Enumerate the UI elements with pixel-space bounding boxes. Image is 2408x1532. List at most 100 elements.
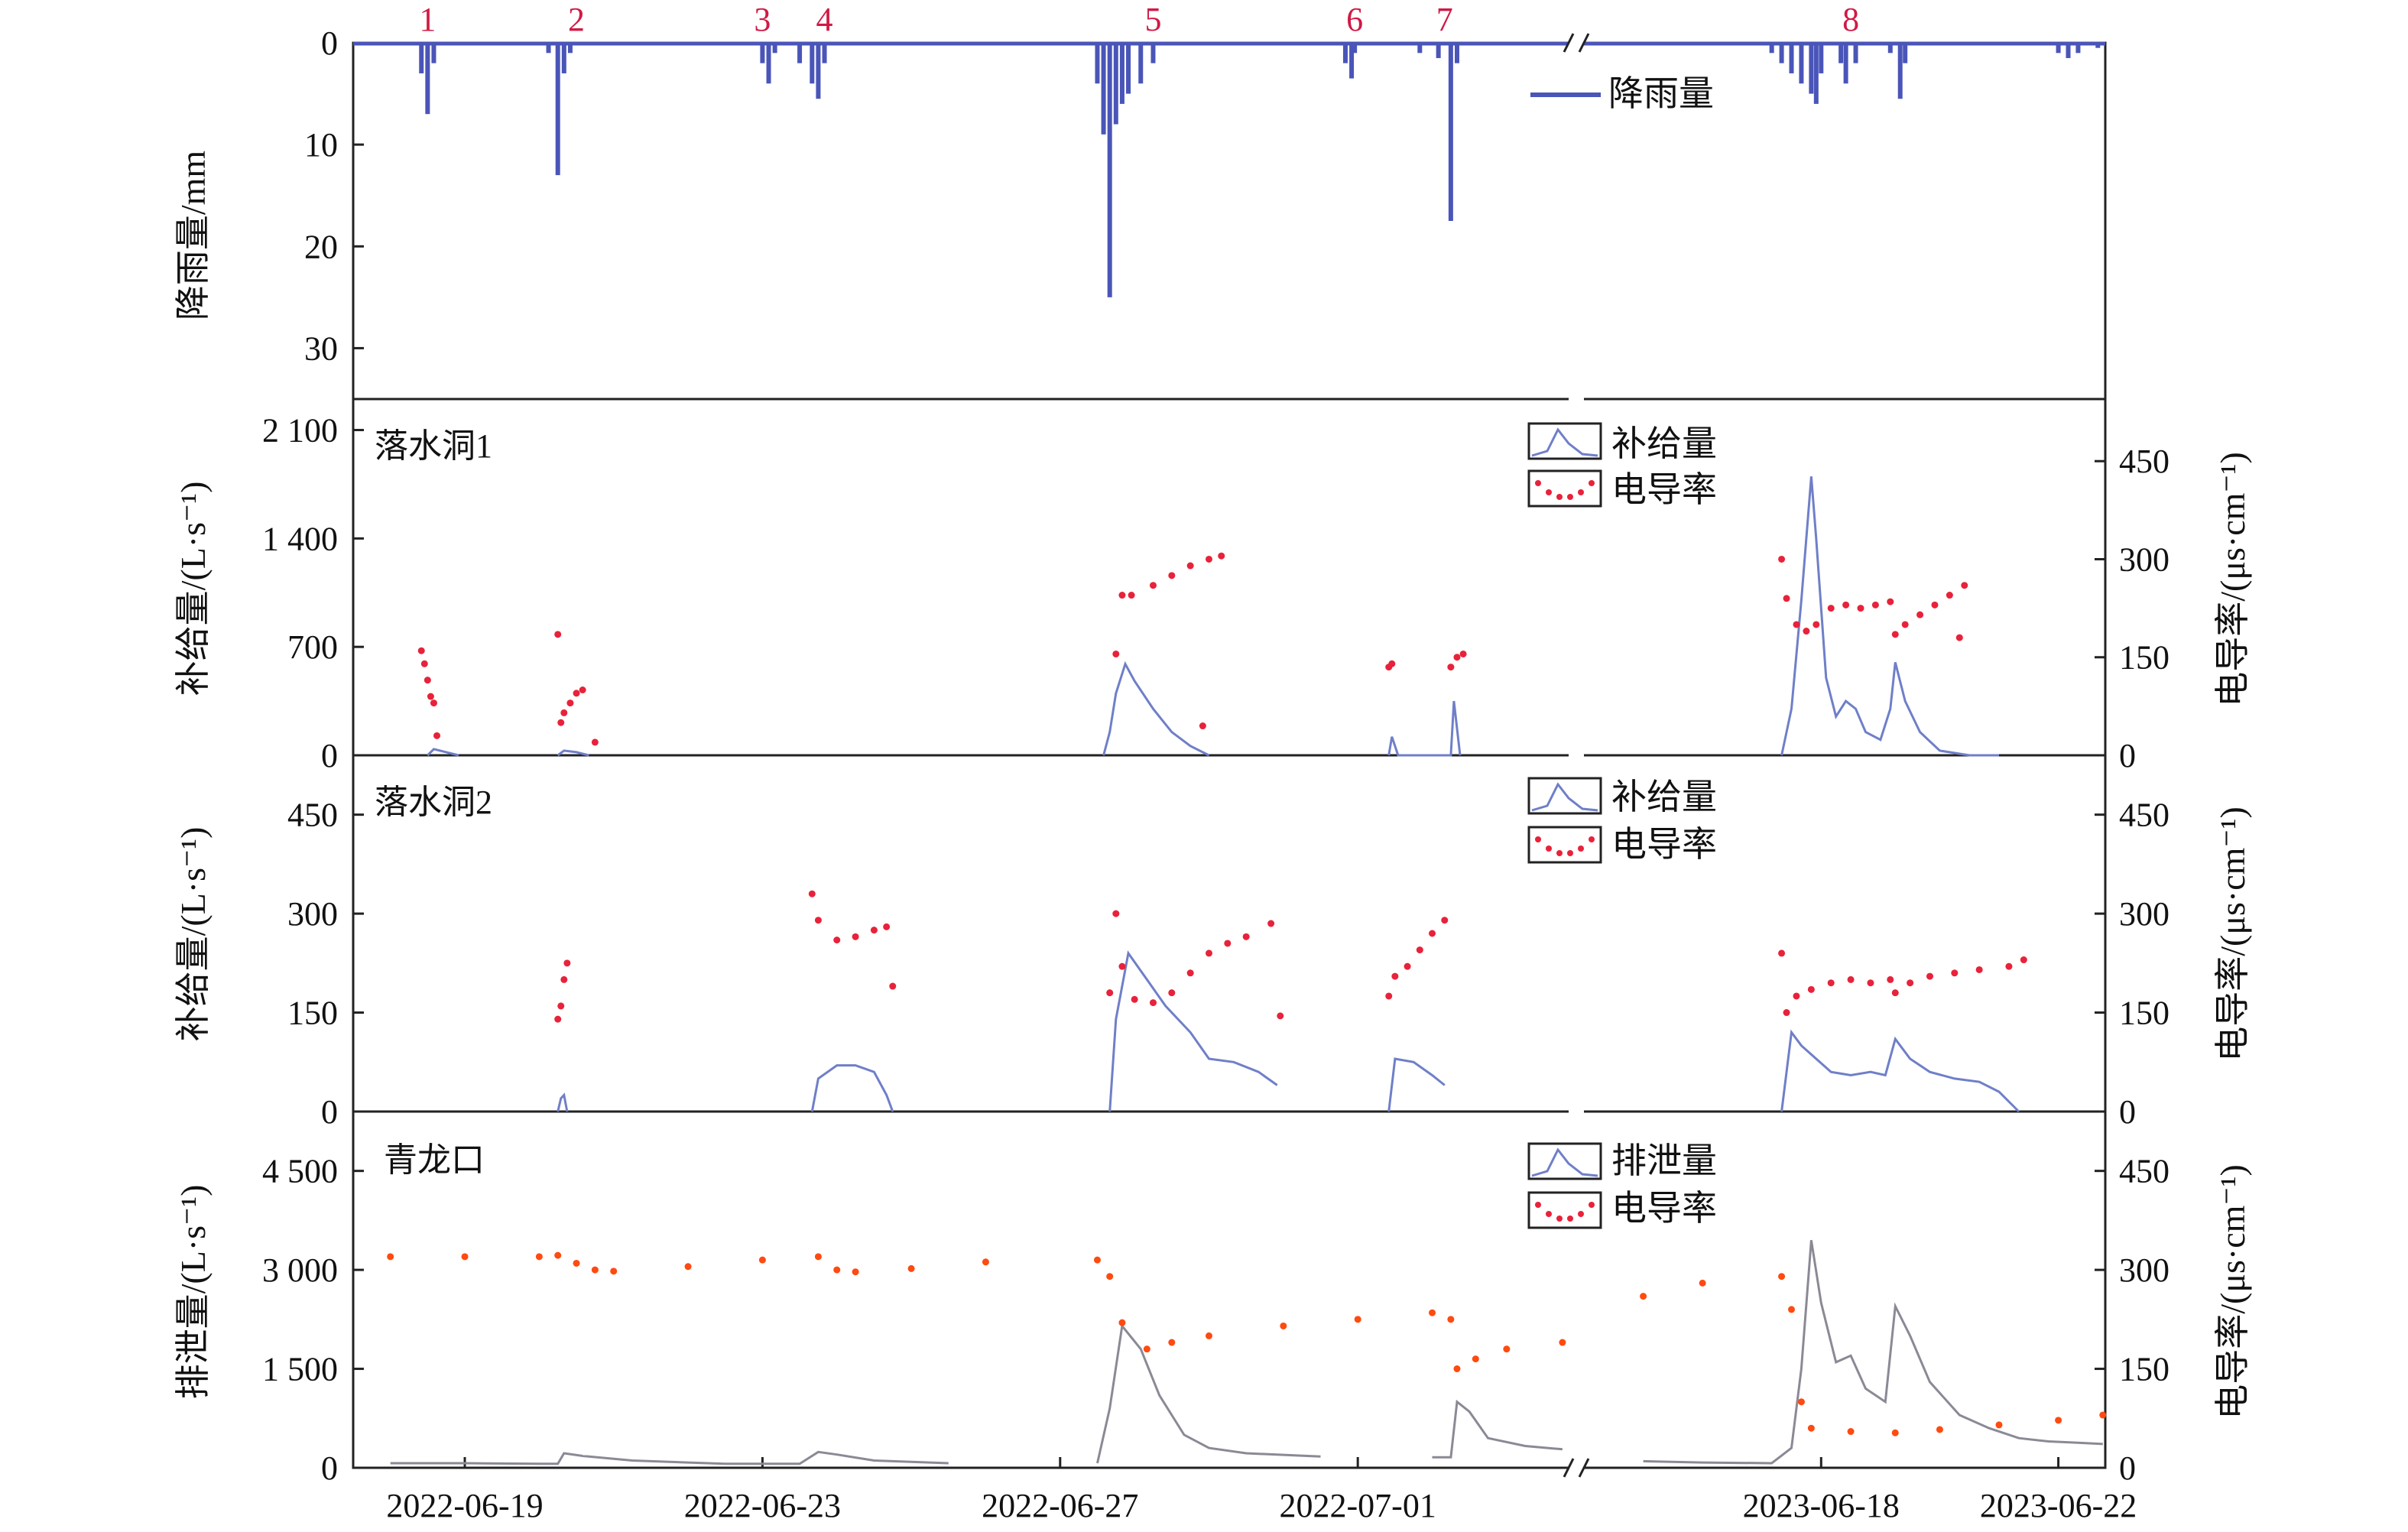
cond-point (1812, 621, 1820, 628)
rain-bar (1843, 43, 1848, 84)
cond-point (1827, 979, 1835, 987)
cond-point (1995, 1421, 2003, 1429)
cond-point (1907, 979, 1914, 987)
p3-right-tick-label: 300 (2119, 895, 2169, 933)
rain-bar (1838, 43, 1844, 63)
cond-point (1847, 975, 1855, 983)
cond-point (1559, 1339, 1566, 1346)
cond-point (1961, 582, 1968, 589)
p3-left-tick-label: 0 (321, 1093, 338, 1131)
cond-point (1267, 920, 1275, 927)
axis-break (1563, 31, 1590, 1483)
rain-bar (1779, 43, 1784, 63)
cond-point (563, 959, 571, 967)
cond-point (1391, 972, 1399, 980)
flow-line (1102, 661, 1210, 757)
rain-bar (1813, 43, 1819, 104)
p4-left-tick-label: 0 (321, 1449, 338, 1487)
cond-point (758, 1256, 766, 1264)
cond-point (1803, 628, 1810, 635)
rain-bar (1887, 43, 1893, 54)
cond-point (1131, 995, 1138, 1003)
cond-point (1447, 664, 1455, 671)
p2-left-tick-label: 0 (321, 737, 338, 774)
axis-break-mark (1578, 1458, 1590, 1478)
cond-point (2055, 1417, 2062, 1424)
cond-point (1793, 621, 1800, 628)
cond-point (1847, 1428, 1855, 1436)
rain-bar (561, 43, 566, 73)
p3-left-tick-label: 450 (287, 797, 338, 834)
rain-bar (2066, 43, 2071, 58)
p3-right-tick-label: 450 (2119, 797, 2169, 834)
event-number: 2 (568, 1, 585, 38)
cond-point (535, 1253, 543, 1261)
panel-label-3: 青龙口 (384, 1141, 485, 1179)
cond-point (808, 890, 816, 897)
cond-point (1205, 1332, 1212, 1339)
cond-point (833, 1266, 841, 1274)
p2-left-tick-label: 700 (287, 628, 338, 666)
event-number: 8 (1842, 1, 1859, 38)
rain-y-tick-label: 30 (304, 329, 338, 367)
event-number: 1 (419, 1, 436, 38)
flow-line (557, 749, 589, 757)
panel3-legend-flow: 补给量 (1611, 777, 1717, 816)
p3-left-tick-label: 150 (287, 995, 338, 1032)
cond-point (1842, 601, 1850, 609)
rain-bar (816, 43, 821, 99)
data-marks (353, 41, 2107, 1465)
rain-bar (1897, 43, 1903, 99)
cond-point (554, 631, 562, 638)
panel2-legend-flow: 补给量 (1611, 424, 1717, 463)
cond-point (1640, 1293, 1647, 1300)
cond-point (2020, 956, 2027, 964)
panel3-frame (352, 754, 2107, 1113)
cond-point (2099, 1411, 2107, 1419)
event-number: 7 (1436, 1, 1453, 38)
flow-line (1096, 1323, 1321, 1464)
rain-bar (1342, 43, 1348, 63)
cond-point (1404, 962, 1411, 970)
rain-bar (1769, 43, 1774, 54)
cond-point (1385, 992, 1393, 1000)
p4-right-axis-title: 电导率/(μs·cm⁻¹) (2213, 1164, 2252, 1420)
flow-line (1780, 476, 1999, 757)
rain-bar (546, 43, 551, 54)
cond-point (591, 738, 599, 746)
cond-point (554, 1251, 562, 1259)
event-number: 5 (1144, 1, 1161, 38)
p3-right-tick-label: 150 (2119, 995, 2169, 1032)
p2-right-axis-title: 电导率/(μs·cm⁻¹) (2213, 452, 2252, 707)
cond-point (1503, 1345, 1511, 1353)
p2-right-tick-label: 0 (2119, 737, 2136, 774)
cond-point (814, 917, 822, 924)
rain-bar (419, 43, 424, 73)
cond-point (1447, 1316, 1455, 1323)
cond-point (1946, 592, 1953, 599)
cond-point (1118, 592, 1126, 599)
p4-left-tick-label: 1 500 (262, 1351, 338, 1388)
panel4-legend-cond: 电导率 (1611, 1189, 1717, 1228)
rain-bar (772, 43, 777, 54)
rain-bar (431, 43, 436, 63)
legend-flow-swatch (1531, 1147, 1598, 1177)
p2-left-tick-label: 2 100 (262, 412, 338, 450)
x-tick-label: 2022-07-01 (1280, 1487, 1436, 1524)
cond-point (557, 1002, 565, 1010)
flow-line (390, 1450, 949, 1465)
cond-point (1931, 601, 1939, 609)
event-number: 4 (816, 1, 833, 38)
rain-bar (1454, 43, 1459, 63)
cond-point (1429, 930, 1436, 937)
p4-right-tick-label: 0 (2119, 1449, 2136, 1487)
rain-bar (1819, 43, 1824, 73)
cond-point (1242, 933, 1250, 940)
cond-point (579, 686, 586, 693)
cond-point (1224, 940, 1232, 947)
p2-left-tick-label: 1 400 (262, 520, 338, 557)
cond-point (1955, 634, 1963, 641)
panel2-legend: 补给量 电导率 (1527, 422, 1717, 509)
cond-point (1205, 555, 1212, 563)
